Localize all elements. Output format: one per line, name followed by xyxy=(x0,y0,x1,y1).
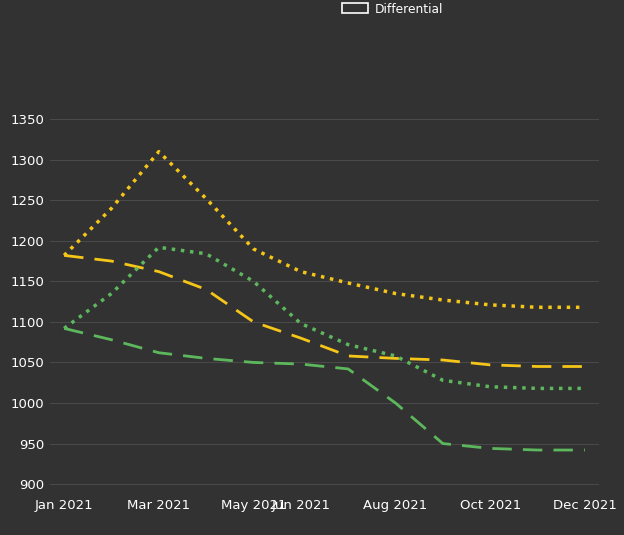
Legend: Previous settlement forward curve, Forward curve 30 days ago, Differential: Previous settlement forward curve, Forwa… xyxy=(341,0,587,16)
